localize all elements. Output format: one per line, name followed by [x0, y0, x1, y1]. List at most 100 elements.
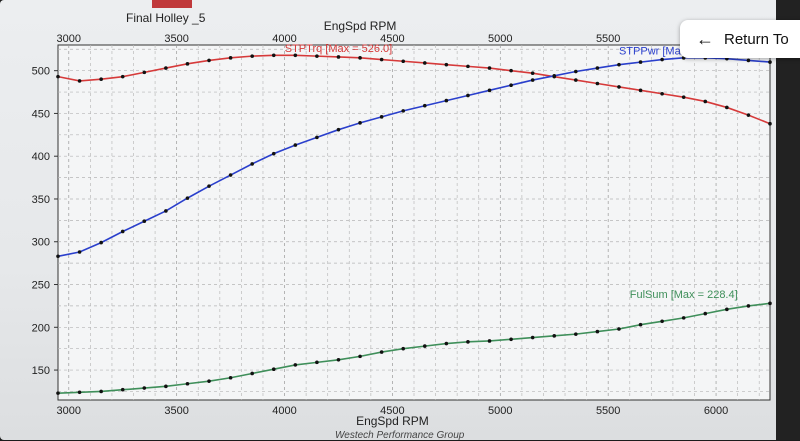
x-tick-label-bottom: 5000 — [488, 405, 512, 417]
data-point-stptrq — [164, 66, 168, 70]
data-point-stptrq — [207, 58, 211, 63]
data-point-stptrq — [487, 66, 492, 70]
y-tick-label: 350 — [32, 194, 50, 206]
data-point-stppwr — [358, 121, 362, 125]
data-point-stptrq — [250, 54, 254, 58]
data-point-stptrq — [228, 56, 233, 60]
data-point-stptrq — [444, 62, 449, 67]
x-tick-label-top: 3000 — [57, 33, 81, 45]
data-point-stppwr — [379, 115, 384, 119]
data-point-fulsum — [164, 384, 168, 389]
data-point-stptrq — [293, 53, 298, 58]
screen-edge — [776, 0, 800, 440]
legend-label: Final Holley _5 — [126, 11, 206, 25]
data-point-stptrq — [768, 121, 772, 126]
data-point-stppwr — [595, 66, 600, 70]
data-point-fulsum — [530, 335, 535, 340]
footer-credit: Westech Performance Group — [335, 430, 465, 441]
data-point-stppwr — [164, 209, 168, 213]
data-point-stppwr — [422, 103, 427, 108]
data-point-stppwr — [56, 254, 60, 259]
data-point-fulsum — [746, 304, 751, 308]
data-point-fulsum — [487, 339, 492, 343]
data-point-fulsum — [293, 363, 298, 367]
x-tick-label-bottom: 4500 — [380, 405, 404, 417]
x-tick-label-bottom: 3500 — [164, 405, 188, 417]
data-point-fulsum — [185, 381, 190, 386]
legend-swatch — [152, 0, 192, 8]
series-line-stptrq — [57, 54, 771, 125]
data-point-stptrq — [56, 74, 60, 79]
x-axis-title-bottom: EngSpd RPM — [356, 414, 429, 428]
data-point-stppwr — [466, 93, 470, 98]
series-line-stppwr — [57, 57, 771, 258]
data-point-stptrq — [703, 99, 708, 104]
data-point-stppwr — [207, 184, 211, 188]
x-tick-label-top: 3500 — [164, 33, 188, 45]
data-point-fulsum — [725, 307, 729, 312]
data-point-stppwr — [552, 73, 557, 78]
series-label-stptrq: STPTrq [Max = 526.0] — [285, 43, 393, 55]
data-point-fulsum — [358, 354, 362, 359]
data-point-stptrq — [271, 53, 276, 58]
data-point-fulsum — [271, 367, 276, 372]
data-point-stppwr — [617, 62, 621, 67]
return-button-label: Return To — [724, 30, 789, 48]
data-point-stptrq — [725, 105, 729, 110]
y-tick-label: 450 — [32, 108, 50, 120]
data-point-stptrq — [595, 81, 600, 86]
data-point-fulsum — [574, 332, 578, 336]
data-point-stptrq — [509, 68, 513, 73]
data-point-stptrq — [77, 79, 82, 83]
data-point-stptrq — [315, 54, 319, 58]
x-axis-title-top: EngSpd RPM — [324, 19, 397, 33]
data-point-stppwr — [444, 98, 449, 103]
data-point-stptrq — [142, 70, 147, 75]
data-point-stppwr — [530, 78, 535, 82]
data-point-fulsum — [768, 301, 772, 306]
data-point-stptrq — [358, 56, 362, 60]
data-point-stppwr — [120, 229, 125, 234]
x-tick-label-bottom: 5500 — [596, 405, 620, 417]
data-point-stptrq — [185, 62, 190, 66]
arrow-left-icon: ← — [696, 28, 714, 49]
data-point-fulsum — [77, 390, 82, 395]
data-point-fulsum — [681, 316, 686, 320]
data-point-stptrq — [530, 71, 535, 76]
data-point-fulsum — [660, 319, 664, 324]
data-point-stptrq — [746, 113, 751, 117]
data-point-stppwr — [142, 219, 147, 224]
data-point-fulsum — [336, 357, 341, 362]
data-point-stppwr — [487, 88, 492, 93]
data-point-fulsum — [99, 389, 103, 394]
data-point-fulsum — [509, 337, 513, 342]
data-point-stppwr — [401, 109, 406, 113]
x-tick-label-bottom: 4000 — [272, 405, 296, 417]
data-point-fulsum — [120, 387, 125, 392]
data-point-fulsum — [703, 311, 708, 316]
data-point-fulsum — [444, 341, 449, 346]
data-point-stppwr — [185, 196, 190, 200]
data-point-stptrq — [638, 88, 643, 93]
data-point-stppwr — [77, 250, 82, 254]
data-point-stptrq — [681, 95, 686, 99]
data-point-stppwr — [746, 58, 751, 63]
data-point-fulsum — [56, 391, 60, 395]
data-point-stptrq — [401, 59, 406, 64]
x-tick-label-bottom: 3000 — [57, 405, 81, 417]
data-point-stppwr — [574, 69, 578, 74]
y-tick-label: 500 — [32, 66, 50, 78]
x-tick-label-top: 4500 — [380, 33, 404, 45]
y-tick-label: 250 — [32, 280, 50, 292]
data-point-fulsum — [207, 379, 211, 383]
data-point-fulsum — [595, 329, 600, 334]
data-point-stppwr — [228, 173, 233, 177]
return-button[interactable]: ← Return To — [680, 20, 800, 58]
data-point-fulsum — [228, 375, 233, 380]
series-line-fulsum — [57, 302, 771, 394]
y-tick-label: 400 — [32, 151, 50, 163]
data-point-fulsum — [315, 360, 319, 365]
data-point-stptrq — [466, 64, 470, 69]
data-point-stppwr — [509, 83, 513, 88]
